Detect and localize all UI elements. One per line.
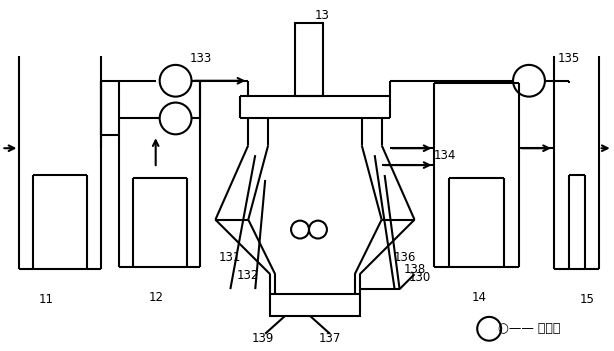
- Text: 136: 136: [394, 251, 416, 264]
- Circle shape: [477, 317, 501, 341]
- Text: 133: 133: [189, 52, 212, 65]
- Text: 137: 137: [319, 332, 341, 345]
- Text: 132: 132: [237, 269, 260, 282]
- Text: 130: 130: [408, 271, 430, 284]
- Text: 138: 138: [403, 263, 426, 276]
- Circle shape: [513, 65, 545, 97]
- Text: 131: 131: [219, 251, 241, 264]
- Circle shape: [160, 65, 192, 97]
- Text: 135: 135: [558, 52, 580, 65]
- Text: 11: 11: [39, 292, 53, 305]
- Text: 15: 15: [579, 292, 594, 305]
- Text: 12: 12: [148, 291, 163, 304]
- Circle shape: [291, 221, 309, 238]
- Text: 14: 14: [472, 291, 487, 304]
- Circle shape: [309, 221, 327, 238]
- Text: 139: 139: [252, 332, 274, 345]
- Circle shape: [160, 102, 192, 134]
- Text: 13: 13: [314, 9, 329, 22]
- Bar: [295, 23, 323, 95]
- Text: 134: 134: [433, 149, 456, 162]
- Text: ○—— 蠕动泵: ○—— 蠕动泵: [498, 322, 560, 335]
- Bar: [270, 294, 360, 316]
